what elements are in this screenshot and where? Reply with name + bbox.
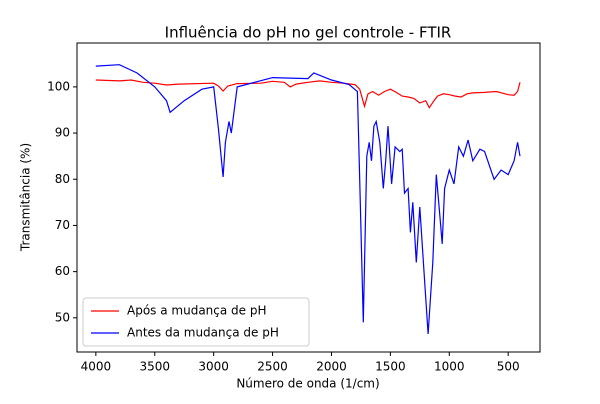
y-tick-label: 80 [55, 172, 70, 186]
y-tick-label: 70 [55, 218, 70, 232]
x-tick-label: 1500 [375, 360, 406, 374]
y-tick-label: 90 [55, 126, 70, 140]
legend-label: Antes da mudança de pH [127, 326, 279, 340]
x-axis-label: Número de onda (1/cm) [236, 377, 379, 391]
x-tick-label: 1000 [434, 360, 465, 374]
legend-label: Após a mudança de pH [127, 304, 267, 318]
plot-frame [76, 42, 541, 353]
chart-title: Influência do pH no gel controle - FTIR [165, 24, 452, 42]
x-tick-label: 500 [497, 360, 520, 374]
data-line [95, 64, 521, 335]
x-tick-label: 4000 [81, 360, 112, 374]
x-tick-label: 3500 [139, 360, 170, 374]
y-tick-label: 100 [47, 79, 70, 93]
y-axis-label: Transmitância (%) [19, 143, 33, 252]
legend-box [82, 297, 310, 347]
x-tick-label: 3000 [198, 360, 229, 374]
y-tick-label: 50 [55, 310, 70, 324]
y-tick-label: 60 [55, 264, 70, 278]
data-line [95, 79, 521, 109]
x-tick-label: 2000 [316, 360, 347, 374]
x-tick-label: 2500 [257, 360, 288, 374]
